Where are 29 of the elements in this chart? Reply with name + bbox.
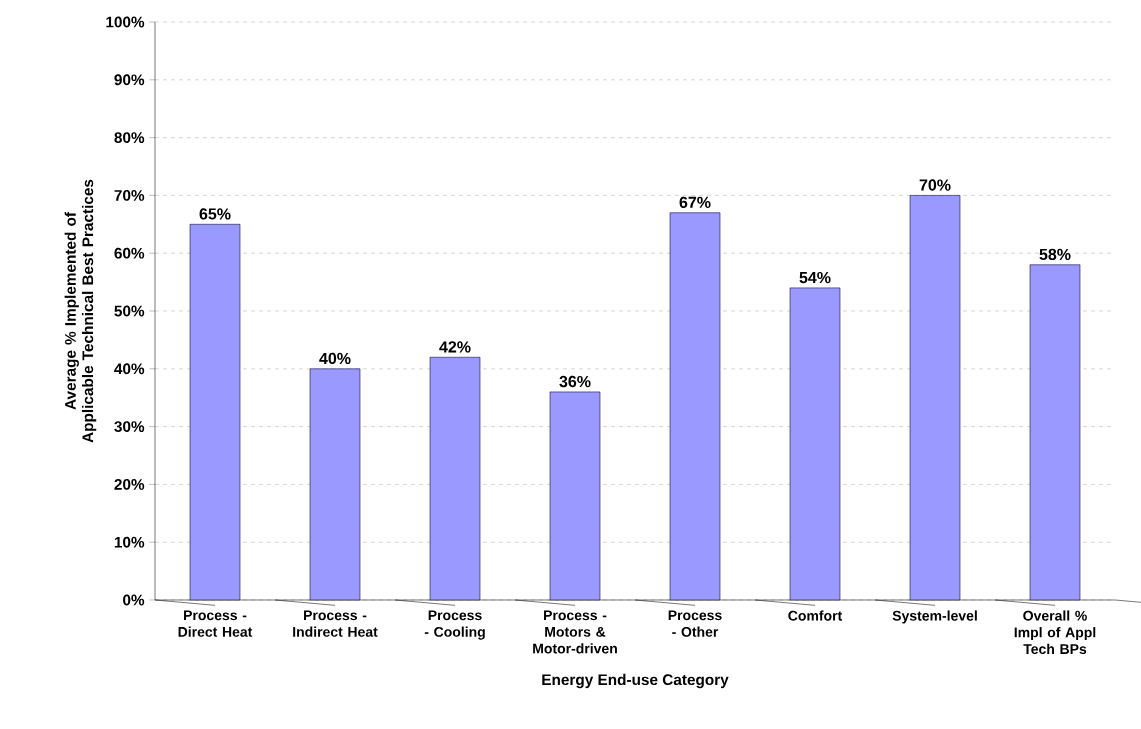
data-label: 67% <box>679 196 711 209</box>
x-tick-label: Comfort <box>788 610 843 621</box>
x-tick-label: Process - Other <box>668 610 722 637</box>
y-tick-label: 0% <box>123 594 145 606</box>
data-label: 70% <box>919 179 951 191</box>
x-tick-label: Process - Indirect Heat <box>293 610 378 637</box>
y-axis-title: Average % Implemented of Applicable Technical Best Practices <box>64 179 97 443</box>
data-label: 65% <box>199 208 231 220</box>
data-label: 40% <box>319 352 351 365</box>
y-tick-label: 30% <box>114 421 145 433</box>
x-tick-label: System-level <box>892 610 977 624</box>
x-tick-label: Process - Direct Heat <box>178 610 253 637</box>
y-tick-label: 70% <box>114 189 145 201</box>
y-tick-label: 10% <box>114 536 145 548</box>
x-tick-label: Overall % Impl of Appl Tech BPs <box>1014 610 1096 655</box>
y-tick-label: 20% <box>114 478 145 490</box>
x-axis-title: Energy End-use Category <box>542 673 729 689</box>
data-label: 36% <box>559 375 591 388</box>
y-tick-label: 90% <box>114 74 145 86</box>
x-tick-label: Process - Motors & Motor-driven <box>533 610 617 654</box>
y-tick-label: 60% <box>114 247 145 259</box>
x-tick-label: Process - Cooling <box>424 610 485 640</box>
data-label: 58% <box>1039 248 1071 261</box>
y-tick-label: 40% <box>114 363 145 375</box>
y-tick-label: 100% <box>106 16 145 28</box>
y-tick-label: 80% <box>114 132 145 144</box>
y-tick-label: 50% <box>114 305 145 317</box>
data-label: 42% <box>439 341 471 353</box>
data-label: 54% <box>799 271 831 284</box>
